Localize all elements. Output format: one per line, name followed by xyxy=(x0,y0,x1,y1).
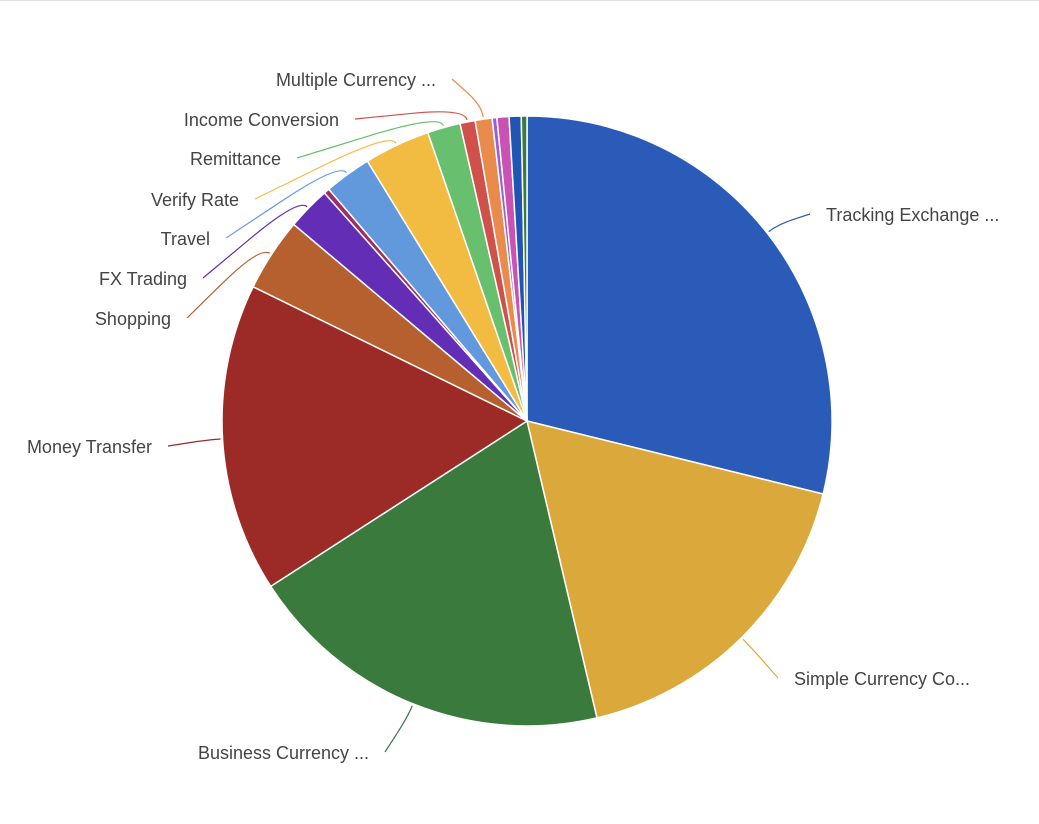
slice-label: FX Trading xyxy=(99,269,187,289)
leader-line xyxy=(167,438,221,447)
pie-slice-tracking-exchange[interactable] xyxy=(526,115,833,495)
slice-label: Tracking Exchange ... xyxy=(826,205,999,225)
slice-label: Shopping xyxy=(95,309,171,329)
pie-slice-simple-currency-co[interactable] xyxy=(525,419,825,719)
pie-slice-money-transfer[interactable] xyxy=(221,285,529,588)
leader-line xyxy=(742,638,779,679)
slice-label: Remittance xyxy=(190,149,281,169)
pie-slice-business-currency[interactable] xyxy=(269,419,598,727)
leader-line xyxy=(254,140,397,200)
leader-line xyxy=(451,78,484,118)
leader-line xyxy=(354,111,468,121)
leader-line xyxy=(202,204,308,279)
slice-label: Income Conversion xyxy=(184,110,339,130)
slice-label: Verify Rate xyxy=(151,190,239,210)
slice-label: Business Currency ... xyxy=(198,743,369,763)
leader-line xyxy=(768,213,811,233)
slice-label: Travel xyxy=(161,229,210,249)
slice-label: Multiple Currency ... xyxy=(276,70,436,90)
top-border xyxy=(0,0,1039,1)
leader-line xyxy=(384,705,413,753)
slice-label: Simple Currency Co... xyxy=(794,669,970,689)
leader-line xyxy=(296,121,444,159)
leader-line xyxy=(225,170,347,239)
slice-label: Money Transfer xyxy=(27,437,152,457)
pie-slice-unlabeled[interactable] xyxy=(520,115,528,422)
leader-line xyxy=(186,251,271,319)
